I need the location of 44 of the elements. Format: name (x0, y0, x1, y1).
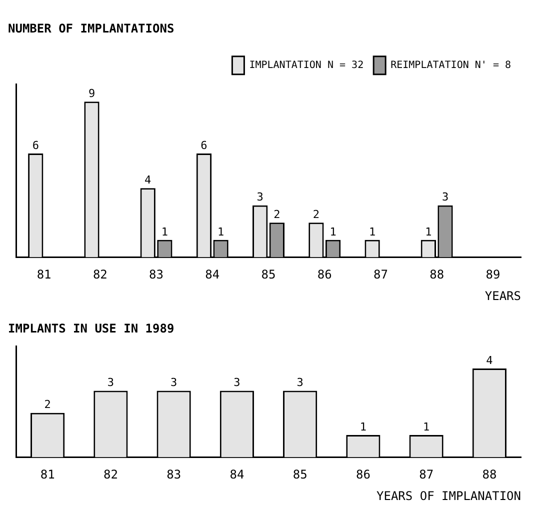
x-tick-label: 83 (149, 268, 164, 282)
legend-label: IMPLANTATION N = 32 (249, 60, 364, 71)
x-tick-label: 81 (40, 468, 55, 482)
x-tick-label: 85 (261, 268, 276, 282)
data-label: 1 (423, 420, 430, 434)
x-axis-title: YEARS OF IMPLANATION (376, 488, 521, 503)
data-label: 1 (425, 225, 432, 238)
data-label: 2 (274, 208, 280, 221)
x-tick-label: 88 (482, 468, 497, 482)
data-label: 9 (88, 87, 96, 100)
data-label: 1 (360, 420, 366, 434)
data-label: 1 (161, 225, 168, 238)
x-tick-label: 88 (430, 268, 444, 282)
data-label: 3 (234, 376, 240, 390)
data-label: 1 (330, 225, 336, 238)
chart-title: NUMBER OF IMPLANTATIONS (8, 21, 174, 36)
x-tick-label: 87 (373, 268, 388, 282)
data-label: 3 (296, 376, 304, 390)
data-label: 6 (32, 138, 39, 152)
x-tick-label: 87 (419, 468, 434, 482)
chart-title: IMPLANTS IN USE IN 1989 (8, 321, 174, 336)
data-label: 3 (256, 190, 264, 204)
x-tick-label: 86 (356, 468, 370, 482)
x-tick-label: 81 (36, 268, 52, 282)
legend-label: REIMPLATATION N' = 8 (390, 60, 512, 71)
x-tick-label: 89 (486, 268, 500, 282)
x-tick-label: 85 (292, 468, 308, 482)
x-tick-label: 84 (205, 268, 220, 282)
x-tick-label: 83 (166, 468, 182, 482)
x-tick-label: 86 (317, 268, 332, 282)
data-label: 4 (144, 173, 152, 186)
data-label: 3 (107, 376, 114, 390)
x-tick-label: 82 (92, 268, 108, 282)
x-axis-title: YEARS (484, 288, 521, 303)
data-label: 2 (44, 398, 51, 412)
data-label: 1 (368, 225, 376, 238)
data-label: 3 (442, 190, 449, 204)
data-label: 3 (170, 376, 178, 390)
x-tick-label: 84 (230, 468, 244, 482)
x-tick-label: 82 (103, 468, 118, 482)
data-label: 6 (200, 138, 208, 152)
data-label: 1 (217, 225, 224, 238)
data-label: 2 (312, 208, 320, 221)
data-label: 4 (486, 354, 494, 367)
